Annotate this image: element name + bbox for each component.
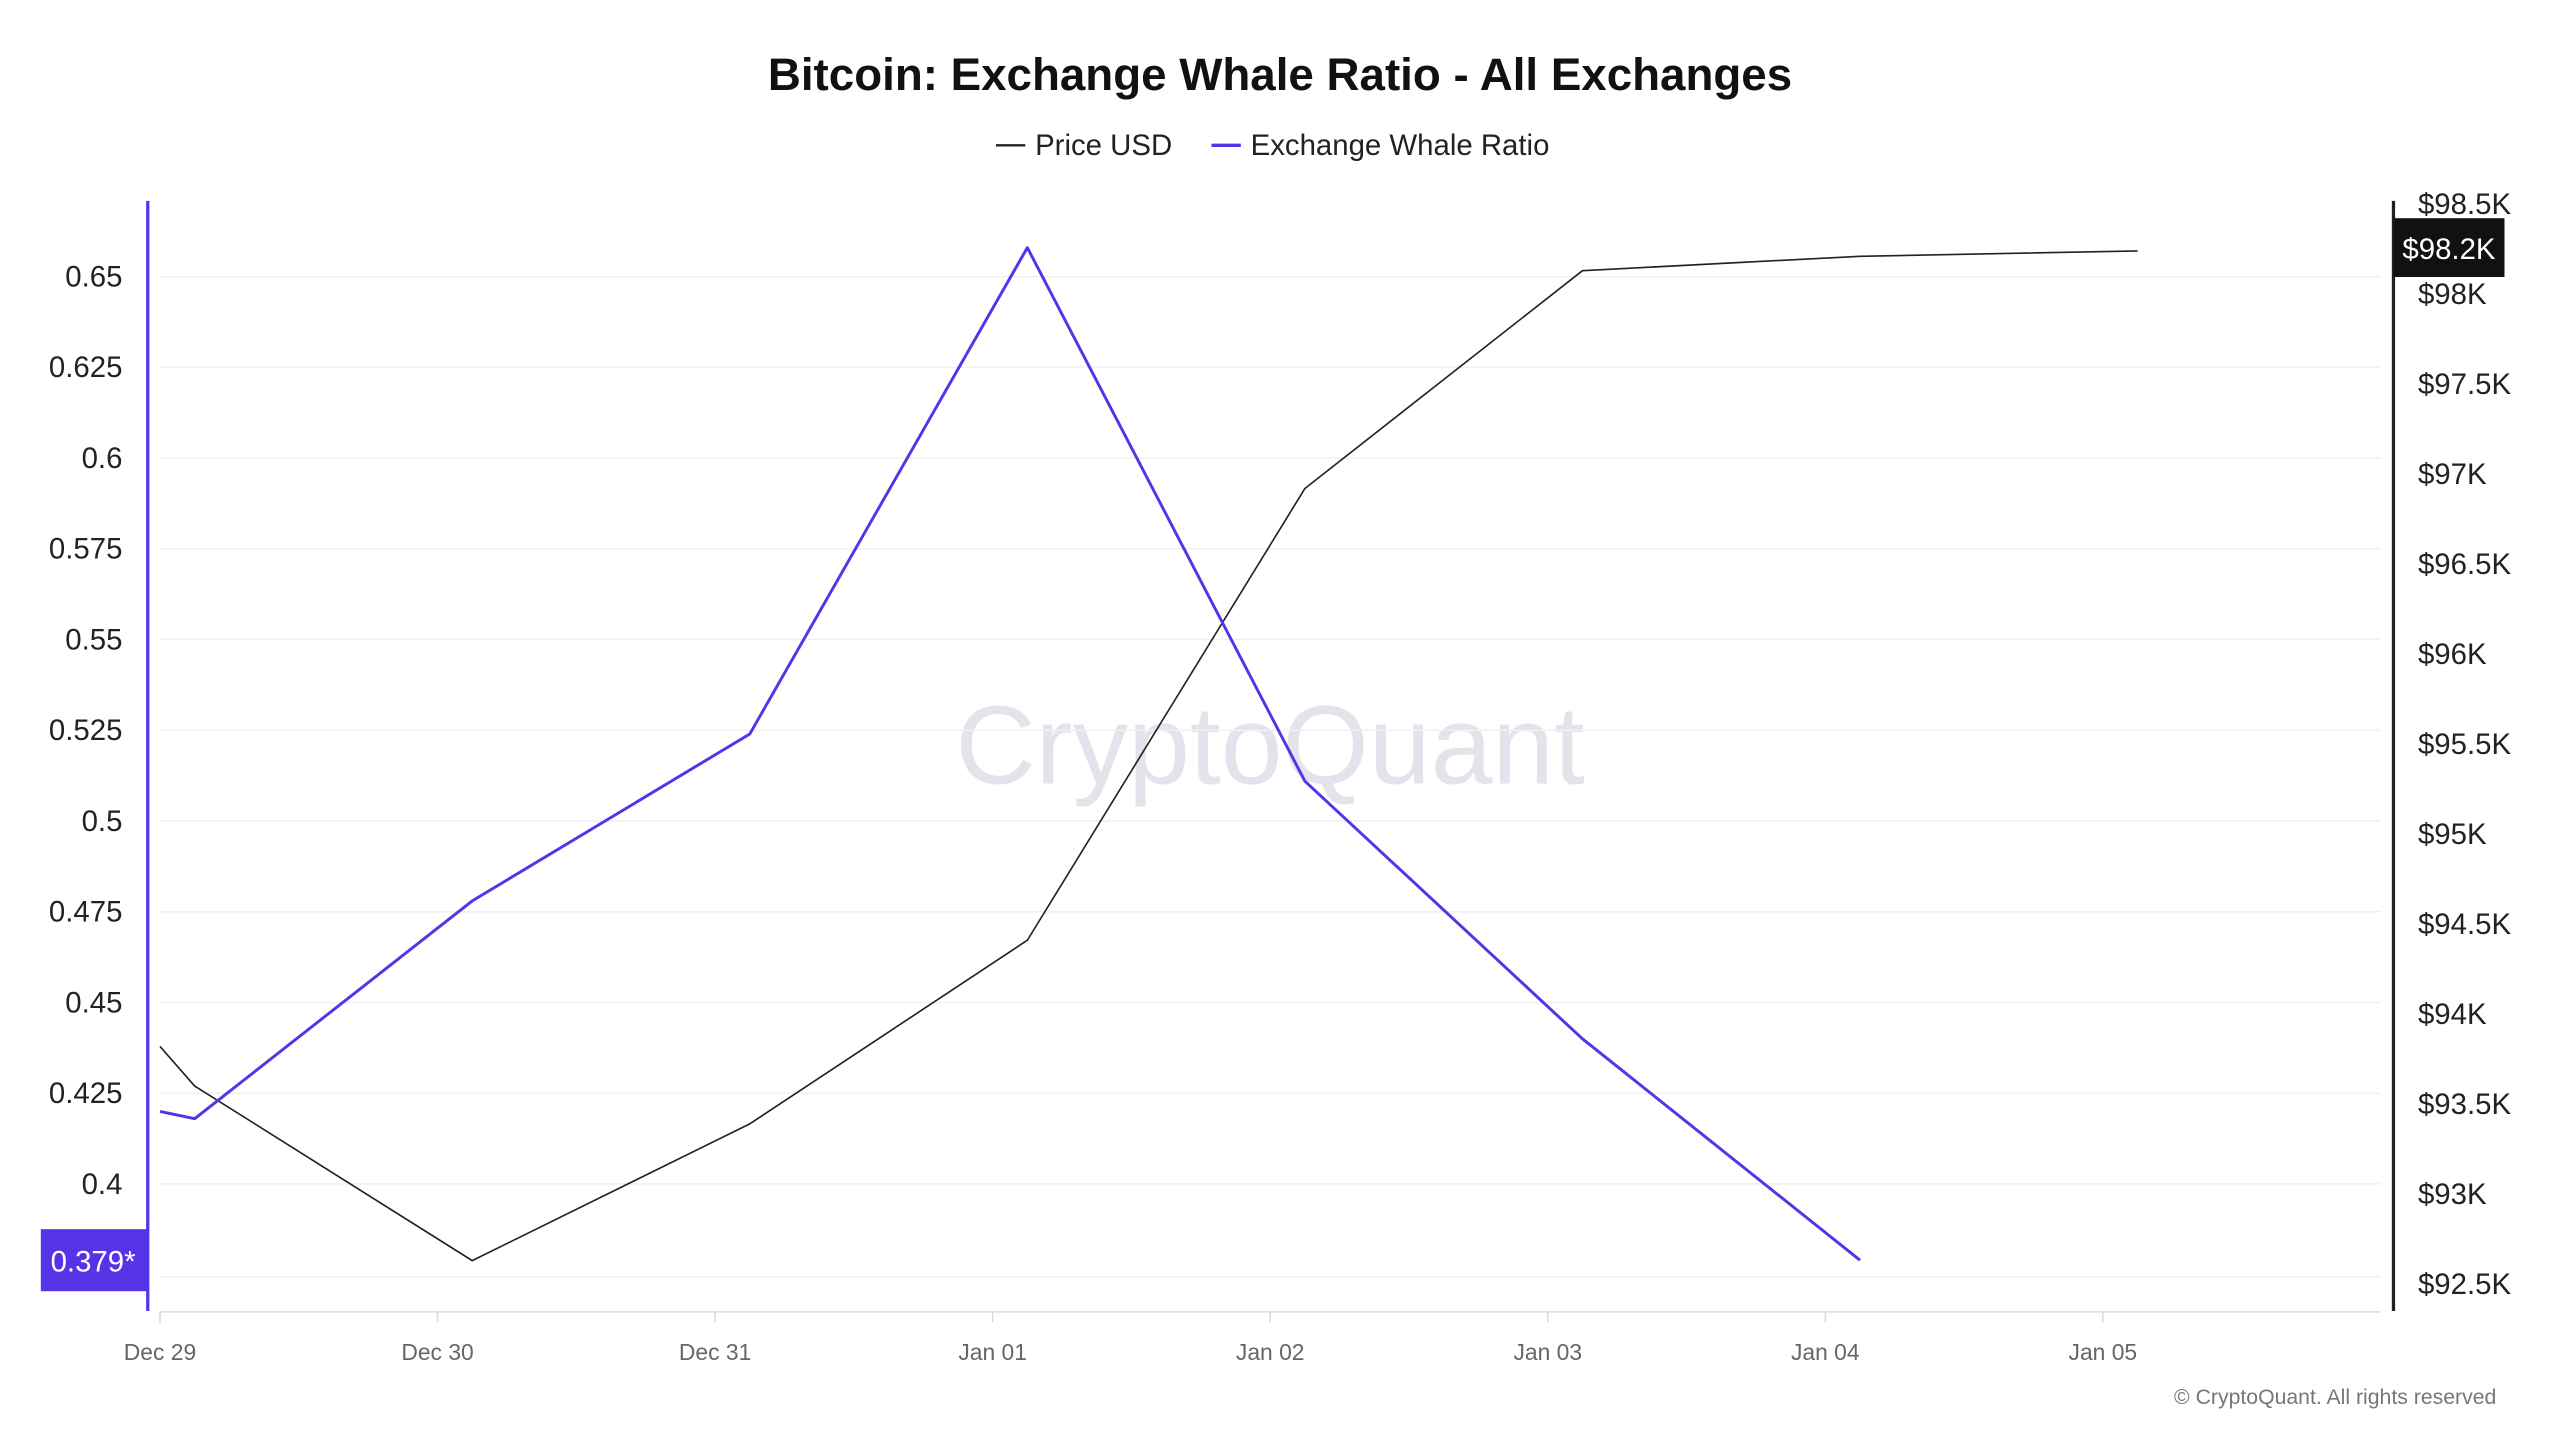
left-axis-tick-label: 0.45 [65, 986, 122, 1019]
right-axis-tick-label: $93K [2418, 1178, 2487, 1211]
right-axis-tick-label: $98.5K [2418, 188, 2512, 221]
right-axis-tick-label: $97K [2418, 458, 2487, 491]
value-labels: $98.2K 0.379* [40, 218, 2505, 1292]
legend-price-usd[interactable]: Price USD [1035, 129, 1172, 162]
x-axis-tick-label: Jan 02 [1236, 1339, 1305, 1365]
left-axis-tick-label: 0.575 [49, 533, 123, 566]
x-axis-tick-label: Dec 29 [124, 1339, 196, 1365]
x-axis-tick-label: Jan 03 [1513, 1339, 1582, 1365]
right-axis-tick-label: $94K [2418, 998, 2487, 1031]
legend: Price USD Exchange Whale Ratio [995, 129, 1550, 162]
left-axis-tick-label: 0.6 [82, 442, 123, 475]
right-axis-tick-label: $98K [2418, 278, 2487, 311]
right-axis-tick-label: $96K [2418, 638, 2487, 671]
left-axis-tick-label: 0.475 [49, 896, 123, 929]
copyright: © CryptoQuant. All rights reserved [2174, 1386, 2496, 1409]
series [159, 246, 2138, 1262]
legend-exchange-whale-ratio[interactable]: Exchange Whale Ratio [1251, 129, 1550, 162]
right-axis-tick-label: $93.5K [2418, 1088, 2512, 1121]
left-axis-tick-label: 0.4 [82, 1168, 123, 1201]
right-axis-tick-label: $95K [2418, 818, 2487, 851]
left-axis-tick-label: 0.425 [49, 1077, 123, 1110]
left-axis-tick-label: 0.55 [65, 623, 122, 656]
left-axis-tick-label: 0.525 [49, 714, 123, 747]
right-axis-tick-label: $95.5K [2418, 728, 2512, 761]
axes: 0.65 0.625 0.6 0.575 0.55 0.525 0.5 0.475 0.45 0.… [49, 188, 2512, 1365]
price-usd-line [159, 250, 2138, 1262]
x-axis-tick-label: Jan 01 [958, 1339, 1027, 1365]
x-axis-tick-label: Dec 31 [679, 1339, 751, 1365]
price-last-value-label: $98.2K [2402, 233, 2496, 266]
left-axis-tick-label: 0.625 [49, 351, 123, 384]
x-axis-tick-label: Dec 30 [401, 1339, 473, 1365]
whale-ratio-last-value-label: 0.379* [51, 1246, 136, 1279]
left-axis-tick-label: 0.65 [65, 260, 122, 293]
chart-title: Bitcoin: Exchange Whale Ratio - All Exch… [768, 49, 1792, 100]
right-axis-tick-label: $96.5K [2418, 548, 2512, 581]
left-axis-tick-label: 0.5 [82, 805, 123, 838]
exchange-whale-ratio-line [159, 246, 1861, 1262]
right-axis-tick-label: $94.5K [2418, 908, 2512, 941]
x-axis-tick-label: Jan 05 [2069, 1339, 2138, 1365]
gridlines [160, 275, 2381, 1278]
whale-ratio-last-value-badge [40, 1229, 147, 1292]
x-axis-tick-label: Jan 04 [1791, 1339, 1860, 1365]
right-axis-tick-label: $97.5K [2418, 368, 2512, 401]
price-last-value-badge [2393, 218, 2505, 278]
watermark: CryptoQuant [956, 683, 1586, 808]
right-axis-tick-label: $92.5K [2418, 1268, 2512, 1301]
